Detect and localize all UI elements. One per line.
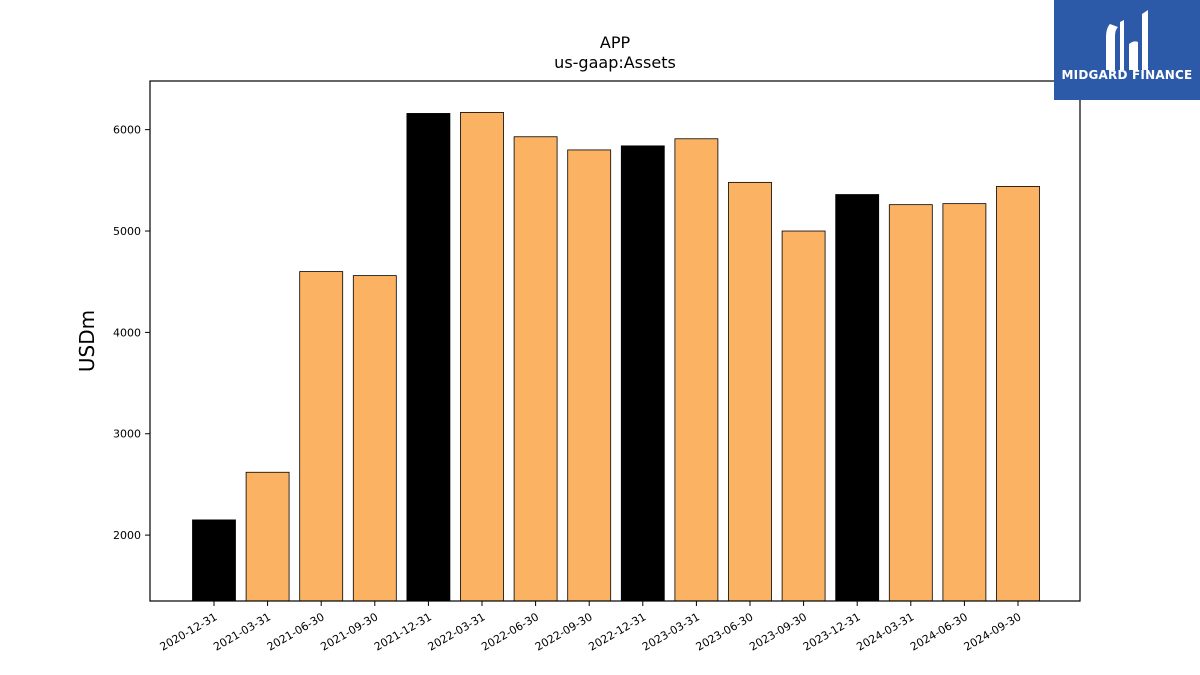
- chart-subtitle: us-gaap:Assets: [554, 53, 676, 72]
- x-tick-label: 2023-06-30: [694, 610, 756, 653]
- x-tick-label: 2024-03-31: [854, 610, 916, 653]
- x-tick-label: 2021-09-30: [318, 610, 380, 653]
- bar-2024-06-30: [942, 203, 987, 602]
- bar-2022-03-31: [460, 112, 504, 602]
- x-tick-label: 2023-09-30: [747, 610, 809, 653]
- bar-2023-03-31: [674, 138, 719, 602]
- x-tick-label: 2021-03-31: [211, 610, 273, 653]
- bar-2022-09-30: [567, 149, 612, 602]
- bar-2023-09-30: [781, 230, 826, 602]
- x-tick-label: 2021-06-30: [265, 610, 327, 653]
- bar-2024-03-31: [888, 204, 933, 602]
- x-tick-label: 2022-12-31: [586, 610, 648, 653]
- midgard-finance-logo: MIDGARD FINANCE: [1054, 0, 1200, 100]
- plot-frame: [149, 80, 1081, 602]
- x-tick-label: 2022-09-30: [533, 610, 595, 653]
- x-tick-label: 2023-12-31: [801, 610, 863, 653]
- x-tick-label: 2024-09-30: [962, 610, 1024, 653]
- y-tick-label: 5000: [113, 225, 141, 238]
- y-axis: 2000 3000 4000 5000 6000: [113, 124, 150, 542]
- y-tick-label: 6000: [113, 124, 141, 137]
- x-tick-label: 2024-06-30: [908, 610, 970, 653]
- x-axis: 2020-12-312021-03-312021-06-302021-09-30…: [158, 601, 1024, 654]
- bar-2021-12-31: [406, 113, 451, 602]
- x-tick-label: 2021-12-31: [372, 610, 434, 653]
- bar-2024-09-30: [996, 186, 1040, 602]
- bar-2022-12-31: [620, 145, 665, 602]
- bar-2021-09-30: [352, 275, 397, 602]
- bar-2023-06-30: [728, 181, 772, 602]
- y-tick-label: 2000: [113, 529, 141, 542]
- y-tick-label: 3000: [113, 428, 141, 441]
- logo-mark-icon: [1106, 10, 1148, 70]
- bar-2021-03-31: [245, 471, 290, 602]
- bar-2020-12-31: [192, 519, 236, 602]
- logo-text: MIDGARD FINANCE: [1061, 68, 1193, 82]
- bars-group: [192, 112, 1040, 602]
- bar-2021-06-30: [299, 271, 344, 602]
- bar-2023-12-31: [835, 194, 880, 602]
- x-tick-label: 2022-03-31: [426, 610, 488, 653]
- y-axis-label: USDm: [75, 310, 99, 372]
- chart-title: APP: [600, 33, 631, 52]
- x-tick-label: 2020-12-31: [158, 610, 220, 653]
- bar-2022-06-30: [513, 136, 558, 602]
- y-tick-label: 4000: [113, 326, 141, 339]
- x-tick-label: 2022-06-30: [479, 610, 541, 653]
- x-tick-label: 2023-03-31: [640, 610, 702, 653]
